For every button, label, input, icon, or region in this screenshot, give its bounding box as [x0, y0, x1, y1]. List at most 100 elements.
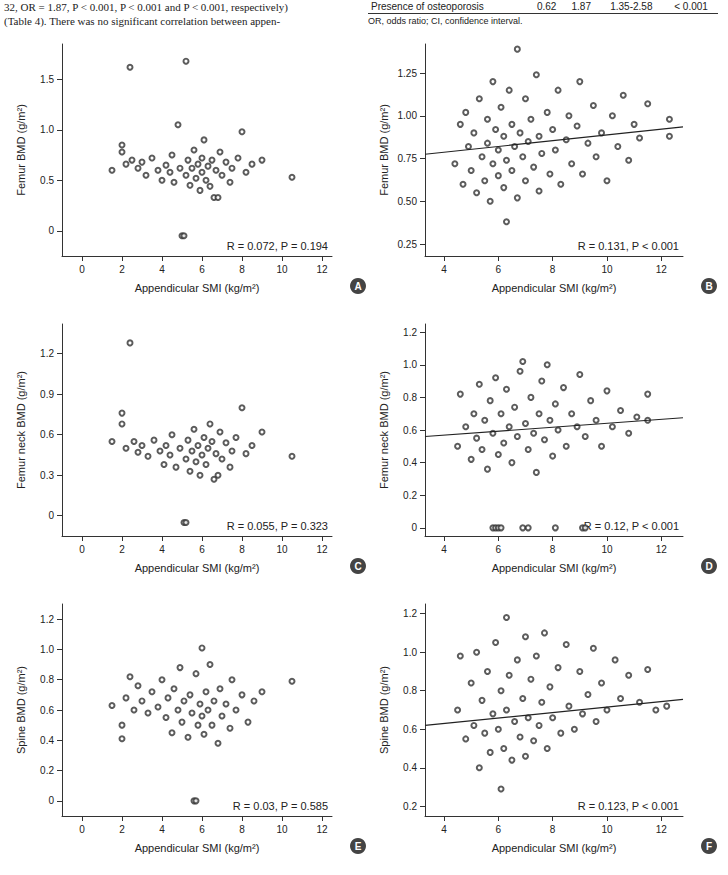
svg-text:Appendicular SMI (kg/m²): Appendicular SMI (kg/m²)	[492, 562, 617, 574]
svg-text:0.6: 0.6	[403, 425, 417, 436]
svg-text:R = 0.131, P < 0.001: R = 0.131, P < 0.001	[578, 240, 679, 252]
svg-text:0: 0	[48, 225, 54, 236]
svg-text:Spine BMD (g/m²): Spine BMD (g/m²)	[15, 666, 27, 754]
svg-text:8: 8	[550, 824, 556, 835]
svg-text:2: 2	[119, 264, 125, 275]
svg-text:4: 4	[159, 824, 165, 835]
svg-text:0.50: 0.50	[398, 196, 418, 207]
svg-text:A: A	[354, 281, 361, 292]
svg-text:0: 0	[411, 522, 417, 533]
svg-text:10: 10	[601, 544, 613, 555]
svg-text:1.2: 1.2	[40, 348, 54, 359]
svg-text:2: 2	[119, 824, 125, 835]
svg-text:4: 4	[441, 824, 447, 835]
svg-text:0.2: 0.2	[40, 765, 54, 776]
svg-text:12: 12	[316, 264, 328, 275]
svg-text:0.4: 0.4	[403, 457, 417, 468]
svg-text:6: 6	[199, 544, 205, 555]
svg-text:0: 0	[79, 264, 85, 275]
svg-text:Femur neck BMD (g/m²): Femur neck BMD (g/m²)	[15, 371, 27, 489]
svg-text:0.9: 0.9	[40, 389, 54, 400]
svg-text:8: 8	[239, 544, 245, 555]
svg-text:0.4: 0.4	[40, 735, 54, 746]
svg-text:Appendicular SMI (kg/m²): Appendicular SMI (kg/m²)	[135, 842, 260, 854]
svg-text:1.2: 1.2	[403, 608, 417, 619]
svg-text:6: 6	[496, 544, 502, 555]
svg-text:10: 10	[601, 264, 613, 275]
svg-text:1.0: 1.0	[40, 124, 54, 135]
svg-text:Appendicular SMI (kg/m²): Appendicular SMI (kg/m²)	[135, 282, 260, 294]
svg-text:4: 4	[441, 264, 447, 275]
svg-text:C: C	[354, 561, 361, 572]
svg-text:12: 12	[316, 824, 328, 835]
html-text:(Table 4). There was no signif: (Table 4). There was no significant corr…	[4, 15, 281, 27]
svg-text:12: 12	[656, 544, 668, 555]
svg-text:0.8: 0.8	[40, 674, 54, 685]
svg-text:0.6: 0.6	[40, 705, 54, 716]
svg-text:0: 0	[48, 795, 54, 806]
svg-text:0: 0	[79, 544, 85, 555]
svg-text:0.2: 0.2	[403, 801, 417, 812]
svg-text:4: 4	[441, 544, 447, 555]
svg-text:D: D	[705, 561, 712, 572]
svg-text:Spine BMD (g/m²): Spine BMD (g/m²)	[378, 666, 390, 754]
svg-text:0.75: 0.75	[398, 153, 418, 164]
svg-text:1.0: 1.0	[403, 647, 417, 658]
svg-text:8: 8	[239, 264, 245, 275]
svg-text:0.6: 0.6	[403, 724, 417, 735]
html-text:1.35-2.58: 1.35-2.58	[610, 1, 653, 12]
svg-text:1.2: 1.2	[403, 327, 417, 338]
svg-text:12: 12	[656, 264, 668, 275]
svg-text:10: 10	[276, 264, 288, 275]
svg-text:8: 8	[550, 544, 556, 555]
svg-text:10: 10	[276, 824, 288, 835]
svg-text:F: F	[706, 841, 712, 852]
svg-text:Femur BMD (g/m²): Femur BMD (g/m²)	[15, 104, 27, 196]
svg-text:4: 4	[159, 544, 165, 555]
svg-text:8: 8	[239, 824, 245, 835]
svg-text:0.8: 0.8	[403, 685, 417, 696]
svg-text:1.0: 1.0	[403, 359, 417, 370]
svg-text:0.8: 0.8	[403, 392, 417, 403]
svg-text:0.3: 0.3	[40, 470, 54, 481]
svg-text:6: 6	[199, 264, 205, 275]
svg-text:0: 0	[48, 510, 54, 521]
svg-text:0.5: 0.5	[40, 175, 54, 186]
svg-text:10: 10	[601, 824, 613, 835]
svg-text:12: 12	[316, 544, 328, 555]
html-text:0.62: 0.62	[537, 1, 557, 12]
svg-text:E: E	[355, 841, 362, 852]
svg-text:0.4: 0.4	[403, 762, 417, 773]
svg-text:4: 4	[159, 264, 165, 275]
svg-text:6: 6	[199, 824, 205, 835]
svg-text:Femur neck BMD (g/m²): Femur neck BMD (g/m²)	[378, 371, 390, 489]
svg-text:Femur BMD (g/m²): Femur BMD (g/m²)	[378, 104, 390, 196]
svg-text:6: 6	[496, 264, 502, 275]
svg-text:B: B	[705, 281, 712, 292]
svg-text:R = 0.03, P = 0.585: R = 0.03, P = 0.585	[233, 800, 328, 812]
svg-text:Appendicular SMI (kg/m²): Appendicular SMI (kg/m²)	[492, 842, 617, 854]
html-text:32, OR = 1.87, P < 0.001, P <: 32, OR = 1.87, P < 0.001, P < 0.001 and …	[4, 1, 288, 13]
svg-text:R = 0.072, P = 0.194: R = 0.072, P = 0.194	[227, 240, 328, 252]
svg-text:2: 2	[119, 544, 125, 555]
svg-text:10: 10	[276, 544, 288, 555]
html-text:1.87: 1.87	[571, 1, 591, 12]
svg-text:Appendicular SMI (kg/m²): Appendicular SMI (kg/m²)	[492, 282, 617, 294]
svg-text:Appendicular SMI (kg/m²): Appendicular SMI (kg/m²)	[135, 562, 260, 574]
html-text:Presence of osteoporosis: Presence of osteoporosis	[371, 1, 484, 12]
svg-text:0.25: 0.25	[398, 239, 418, 250]
svg-text:0.2: 0.2	[403, 490, 417, 501]
svg-text:1.2: 1.2	[40, 614, 54, 625]
svg-text:0.6: 0.6	[40, 429, 54, 440]
svg-text:R = 0.123, P < 0.001: R = 0.123, P < 0.001	[578, 800, 679, 812]
svg-text:8: 8	[550, 264, 556, 275]
svg-text:1.0: 1.0	[40, 644, 54, 655]
svg-text:12: 12	[656, 824, 668, 835]
svg-text:6: 6	[496, 824, 502, 835]
svg-text:1.25: 1.25	[398, 68, 418, 79]
svg-text:R = 0.055, P = 0.323: R = 0.055, P = 0.323	[227, 520, 328, 532]
svg-text:R = 0.12, P < 0.001: R = 0.12, P < 0.001	[584, 520, 679, 532]
svg-text:0: 0	[79, 824, 85, 835]
svg-text:1.00: 1.00	[398, 110, 418, 121]
svg-text:1.5: 1.5	[40, 74, 54, 85]
